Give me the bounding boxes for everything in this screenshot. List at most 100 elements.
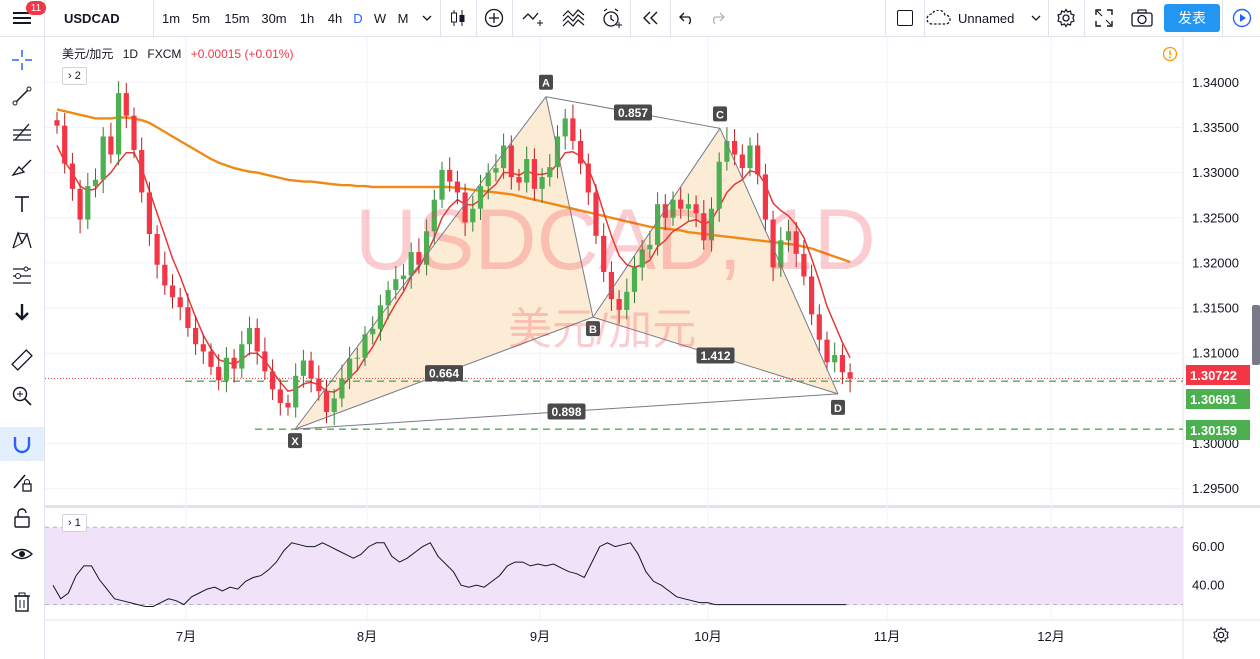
time-axis-label: 9月 [530,629,550,644]
candle-body [809,276,815,315]
candle-body [308,360,314,379]
candle-body [62,125,68,164]
timeframe-m[interactable]: M [397,10,409,26]
timeframe-5m[interactable]: 5m [191,10,211,26]
candle-body [400,275,407,280]
ruler-icon [11,349,33,371]
chart-legend: 美元/加元 1D FXCM +0.00015 (+0.01%) [62,45,293,62]
candle-body [708,208,715,241]
indicator-collapse-button[interactable]: › 2 [62,67,87,85]
pattern-ratio-label: 1.412 [700,349,730,363]
layout-name-label: Unnamed [958,10,1015,26]
rsi-axis-label: 40.00 [1192,578,1225,593]
warning-icon [1162,46,1178,62]
stay-drawing-tool[interactable] [0,465,44,499]
chart-canvas[interactable]: 7月 8月 9月 10月 11月 12月 1.34000 1.33500 1.33000 1.32… [45,37,1260,659]
templates-icon [562,9,585,27]
fib-tool[interactable] [0,115,44,149]
candle-body [531,159,537,189]
legend-symbol-name: 美元/加元 [62,47,114,61]
layout-name-button[interactable]: Unnamed [926,0,1026,36]
timeframe-15m[interactable]: 15m [224,10,250,26]
candle-body [54,120,60,126]
lock-drawings-tool[interactable] [0,501,44,535]
candle-body [393,279,399,291]
right-panel-toggle[interactable] [1222,0,1260,36]
price-axis-label: 1.31000 [1192,346,1239,361]
magnet-tool[interactable] [0,427,44,461]
chevron-down-icon [1031,15,1041,21]
candle-body [593,192,599,236]
timeframe-dropdown[interactable] [414,0,441,36]
time-axis-label: 7月 [176,629,196,644]
zoom-tool[interactable] [0,379,44,413]
candle-body [316,378,322,392]
fullscreen-button[interactable] [1086,0,1122,36]
layout-dropdown[interactable] [1024,0,1049,36]
symbol-search-button[interactable]: USDCAD [44,0,154,36]
candle-body [92,179,99,187]
rsi-indicator-count: 1 [74,517,81,529]
timeframe-1h[interactable]: 1h [299,10,315,26]
crosshair-icon [12,50,32,70]
data-warning-button[interactable] [1162,46,1178,65]
prediction-tool[interactable] [0,259,44,293]
fullscreen-mode-checkbox[interactable] [885,0,925,36]
remove-drawings-tool[interactable] [0,585,44,619]
candle-body [370,328,376,335]
chart-type-button[interactable] [440,0,477,36]
crosshair-tool[interactable] [0,43,44,77]
timeframe-30m[interactable]: 30m [261,10,287,26]
candle-body [239,344,245,369]
candle-body [162,264,168,286]
candle-body [108,136,114,155]
candle-body [616,299,622,310]
compare-button[interactable] [476,0,513,36]
templates-button[interactable] [556,0,592,36]
price-axis-label: 1.34000 [1192,75,1239,90]
candle-body [755,145,761,175]
candle-body [416,252,422,265]
menu-button[interactable]: 11 [0,0,46,36]
indicators-button[interactable] [514,0,554,36]
rsi-collapse-button[interactable]: › 1 [62,514,87,532]
candle-body [739,154,745,169]
candle-body [185,307,191,328]
magnet-icon [13,437,31,454]
candle-body [331,398,337,412]
candle-body [447,169,453,182]
candle-body [608,271,614,300]
timeframe-1m[interactable]: 1m [161,10,181,26]
redo-button[interactable] [702,0,732,36]
timeframe-4h[interactable]: 4h [327,10,343,26]
timeframe-w[interactable]: W [373,10,387,26]
brush-tool[interactable] [0,151,44,185]
measure-tool[interactable] [0,343,44,377]
level-1-price-tag: 1.30691 [1186,389,1250,409]
timeframe-d[interactable]: D [353,10,363,26]
publish-button[interactable]: 发表 [1164,4,1220,32]
undo-button[interactable] [672,0,702,36]
pattern-point-label: D [834,403,842,415]
eye-icon [11,548,33,560]
forecast-icon [13,266,31,284]
replay-button[interactable] [632,0,671,36]
trend-line-tool[interactable] [0,79,44,113]
candle-body [262,351,268,372]
rsi-axis-label: 60.00 [1192,539,1225,554]
alert-button[interactable] [594,0,631,36]
text-tool[interactable] [0,187,44,221]
pattern-tool[interactable] [0,223,44,257]
favorites-tool[interactable] [0,295,44,329]
axis-settings-button[interactable] [1212,626,1230,647]
undo-icon [679,12,692,25]
hide-drawings-tool[interactable] [0,537,44,571]
candle-body [339,378,345,399]
settings-button[interactable] [1048,0,1085,36]
candle-body [123,93,129,116]
screenshot-button[interactable] [1124,0,1160,36]
trend-line-icon [12,86,32,106]
candle-body [300,360,306,376]
candle-body [816,314,822,340]
candle-body [354,357,360,359]
